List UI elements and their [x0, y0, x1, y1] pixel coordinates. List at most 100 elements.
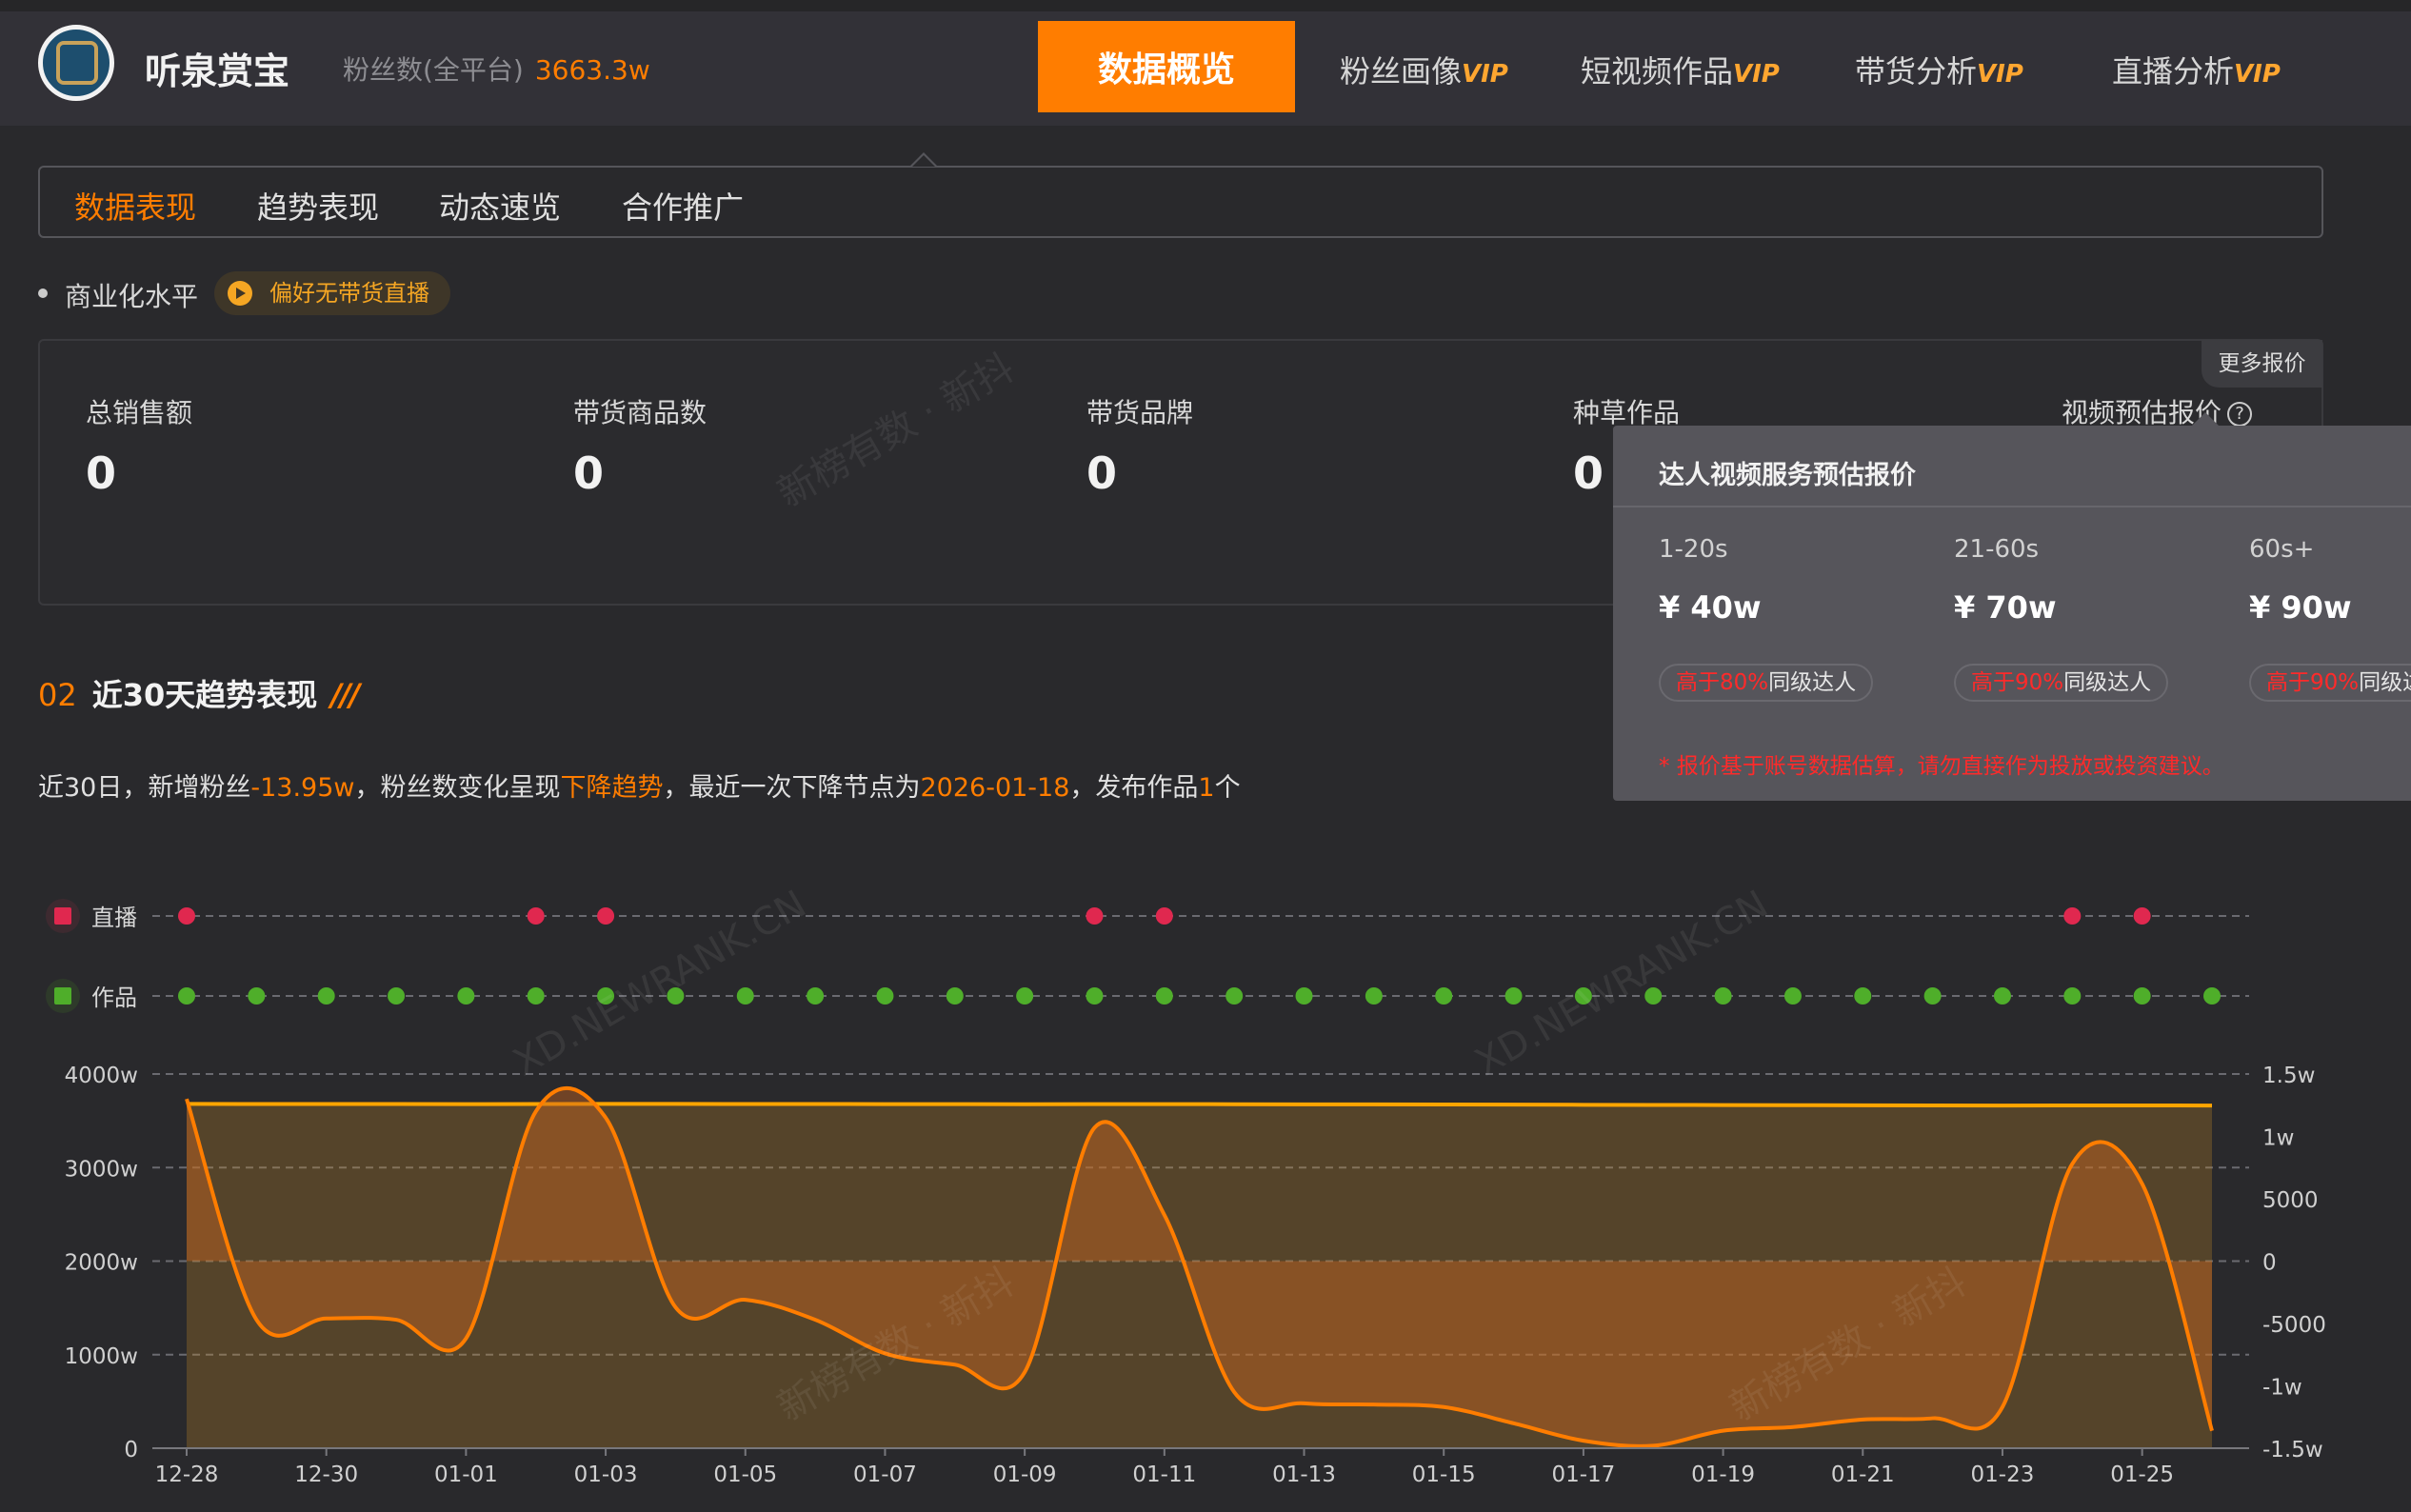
- work-marker: [527, 987, 545, 1005]
- trend-summary: 近30日，新增粉丝-13.95w，粉丝数变化呈现下降趋势，最近一次下降节点为20…: [38, 773, 1241, 803]
- disclaimer-note: * 报价基于账号数据估算，请勿直接作为投放或投资建议。: [1659, 754, 2224, 779]
- x-tick-label: 01-25: [2110, 1462, 2174, 1487]
- more-quotes-button[interactable]: 更多报价: [2202, 340, 2322, 388]
- nav-label: 直播分析: [2112, 53, 2235, 90]
- live-marker: [2133, 907, 2151, 925]
- tab-cooperation[interactable]: 合作推广: [622, 189, 745, 226]
- duration-label: 21-60s: [1954, 535, 2040, 564]
- tag-text: 同级达人: [2359, 670, 2411, 695]
- quote-popover: 达人视频服务预估报价 1-20s ¥ 40w 高于80%同级达人 21-60s …: [1613, 412, 2411, 801]
- price-value: ¥ 40w: [1659, 589, 1762, 626]
- tab-data-performance[interactable]: 数据表现: [74, 189, 197, 226]
- nav-live-analysis[interactable]: 直播分析VIP: [2112, 48, 2281, 91]
- nav-commerce-analysis[interactable]: 带货分析VIP: [1855, 48, 2023, 91]
- work-marker: [1225, 987, 1244, 1005]
- work-marker: [2063, 987, 2082, 1005]
- nav-data-overview[interactable]: 数据概览: [1038, 21, 1295, 112]
- fans-value: 3663.3w: [534, 54, 650, 86]
- tab-trend[interactable]: 趋势表现: [257, 189, 380, 226]
- caret-up-icon: [910, 152, 937, 167]
- fans-change: -13.95w: [250, 773, 355, 803]
- section-title-text: 近30天趋势表现: [91, 677, 318, 713]
- percentile-tag: 高于80%同级达人: [1659, 664, 1874, 702]
- fans-change-line: [185, 1085, 2214, 1448]
- percentile-tag: 高于90%同级达人: [2249, 664, 2411, 702]
- work-marker: [1086, 987, 1104, 1005]
- tag-highlight: 高于80%: [1676, 670, 1769, 695]
- work-marker: [1993, 987, 2011, 1005]
- work-marker: [1435, 987, 1453, 1005]
- x-tick-label: 01-21: [1831, 1462, 1895, 1487]
- work-marker: [876, 987, 894, 1005]
- stat-label-video-quote[interactable]: 视频预估报价?: [2062, 392, 2253, 430]
- right-axis-tick: -1w: [2262, 1376, 2302, 1401]
- x-tick-label: 01-11: [1132, 1462, 1196, 1487]
- event-row-label: 作品: [91, 985, 137, 1011]
- live-marker: [2063, 907, 2082, 925]
- tab-activity[interactable]: 动态速览: [439, 189, 562, 226]
- work-marker: [1923, 987, 1942, 1005]
- fans-label: 粉丝数(全平台): [343, 54, 524, 86]
- work-marker: [178, 987, 195, 1005]
- event-row-label: 直播: [91, 905, 137, 931]
- bullet-dot: [38, 288, 48, 298]
- nav-fans-profile[interactable]: 粉丝画像VIP: [1340, 48, 1508, 91]
- work-marker: [946, 987, 964, 1005]
- question-circle-icon[interactable]: ?: [2227, 402, 2253, 427]
- work-marker: [248, 987, 266, 1005]
- price-value: ¥ 90w: [2249, 589, 2352, 626]
- work-marker: [736, 987, 754, 1005]
- x-tick-label: 01-07: [853, 1462, 917, 1487]
- work-marker: [1574, 987, 1592, 1005]
- document-icon: [54, 987, 71, 1005]
- work-marker: [1295, 987, 1313, 1005]
- x-tick-label: 01-15: [1412, 1462, 1476, 1487]
- tag-text: 同级达人: [2063, 670, 2152, 695]
- duration-label: 60s+: [2249, 535, 2315, 564]
- x-tick-label: 12-28: [155, 1462, 219, 1487]
- right-axis-tick: 0: [2262, 1251, 2277, 1276]
- avatar-logo: [38, 25, 114, 101]
- right-axis-tick: 1.5w: [2262, 1064, 2315, 1088]
- fans-total-line: [186, 1102, 2213, 1108]
- trend-text: 下降趋势: [560, 773, 664, 803]
- duration-label: 1-20s: [1659, 535, 1728, 564]
- percentile-tag: 高于90%同级达人: [1954, 664, 2169, 702]
- nav-label: 短视频作品: [1581, 53, 1734, 90]
- fans-change-area: [187, 1087, 2212, 1446]
- left-axis-tick: 0: [124, 1438, 138, 1462]
- live-marker: [1155, 907, 1173, 925]
- nav-label: 粉丝画像: [1340, 53, 1463, 90]
- sub-tabs: [38, 166, 2323, 238]
- nav-short-video[interactable]: 短视频作品VIP: [1581, 48, 1780, 91]
- tag-highlight: 高于90%: [2266, 670, 2360, 695]
- drop-date: 2026-01-18: [920, 773, 1070, 803]
- x-tick-label: 01-03: [574, 1462, 638, 1487]
- x-tick-label: 01-09: [993, 1462, 1057, 1487]
- live-marker: [178, 907, 195, 925]
- x-tick-label: 01-23: [1971, 1462, 2035, 1487]
- x-tick-label: 01-01: [434, 1462, 498, 1487]
- work-marker: [2133, 987, 2151, 1005]
- live-marker: [527, 907, 545, 925]
- x-tick-label: 01-05: [713, 1462, 777, 1487]
- work-marker: [1016, 987, 1034, 1005]
- left-axis-tick: 2000w: [65, 1251, 138, 1276]
- work-marker: [597, 987, 615, 1005]
- work-marker: [1155, 987, 1173, 1005]
- stat-value-products: 0: [573, 448, 605, 499]
- section-title: 02 近30天趋势表现 ///: [38, 671, 360, 715]
- x-tick-label: 01-13: [1272, 1462, 1336, 1487]
- left-axis-tick: 3000w: [65, 1157, 138, 1182]
- tag-text: 同级达人: [1768, 670, 1857, 695]
- left-axis-tick: 4000w: [65, 1064, 138, 1088]
- x-tick-label: 01-17: [1551, 1462, 1615, 1487]
- work-marker: [667, 987, 685, 1005]
- live-marker: [1086, 907, 1104, 925]
- work-marker: [388, 987, 406, 1005]
- x-tick-label: 01-19: [1691, 1462, 1755, 1487]
- left-axis-tick: 1000w: [65, 1344, 138, 1369]
- right-axis-tick: -5000: [2262, 1313, 2326, 1338]
- divider: [1613, 506, 2411, 507]
